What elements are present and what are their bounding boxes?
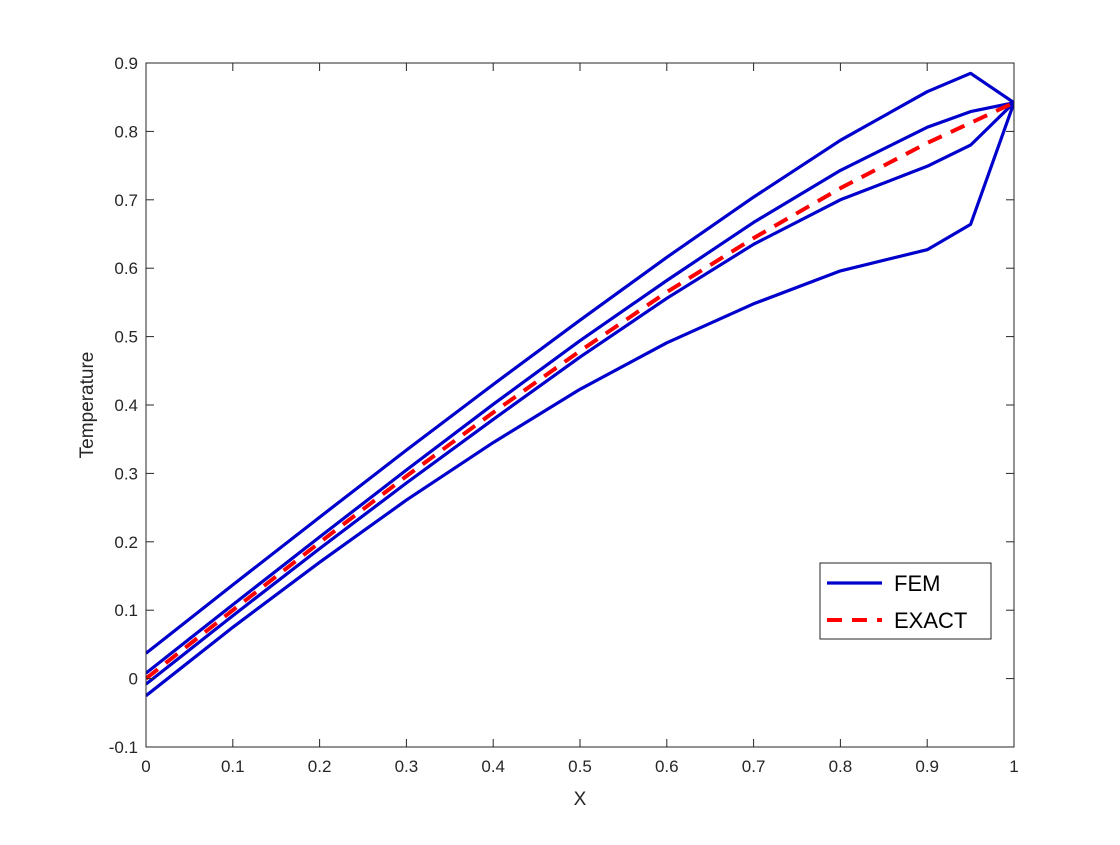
y-tick-label: 0.1 (114, 601, 138, 620)
legend-box (819, 562, 992, 640)
fem-series-line-2 (146, 101, 1014, 675)
y-tick-label: 0.6 (114, 259, 138, 278)
x-tick-label: 0.5 (568, 757, 592, 776)
legend: FEM EXACT (819, 562, 992, 640)
x-tick-label: 0 (141, 757, 150, 776)
x-tick-label: 0.7 (742, 757, 766, 776)
y-tick-label: 0.7 (114, 191, 138, 210)
y-tick-label: 0.9 (114, 54, 138, 73)
y-tick-label: 0.8 (114, 122, 138, 141)
x-tick-label: 0.6 (655, 757, 679, 776)
y-axis-label: Temperature (77, 352, 98, 459)
series-group (146, 71, 1014, 697)
fem-series-line-3 (146, 101, 1014, 686)
y-tick-label: 0 (129, 670, 138, 689)
y-tick-label: 0.2 (114, 533, 138, 552)
fem-series-line-4 (146, 102, 1014, 697)
legend-label-fem: FEM (894, 571, 940, 596)
x-tick-label: 0.1 (221, 757, 245, 776)
y-tick-label: 0.5 (114, 328, 138, 347)
x-tick-label: 0.2 (308, 757, 332, 776)
y-tick-label: -0.1 (109, 738, 138, 757)
exact-series-line (146, 100, 1014, 681)
x-tick-label: 0.8 (829, 757, 853, 776)
fem-series-line-1 (146, 71, 1014, 655)
x-tick-label: 1 (1009, 757, 1018, 776)
legend-label-exact: EXACT (894, 608, 967, 633)
x-tick-label: 0.3 (395, 757, 419, 776)
x-axis-label: X (574, 789, 587, 810)
y-tick-label: 0.4 (114, 396, 138, 415)
y-tick-label: 0.3 (114, 464, 138, 483)
x-tick-label: 0.4 (481, 757, 505, 776)
x-tick-label: 0.9 (915, 757, 939, 776)
axes-group: 0 0.1 0.2 0.3 0.4 0.5 0.6 0.7 0.8 0.9 1-0.100.10.2… (109, 54, 1019, 776)
